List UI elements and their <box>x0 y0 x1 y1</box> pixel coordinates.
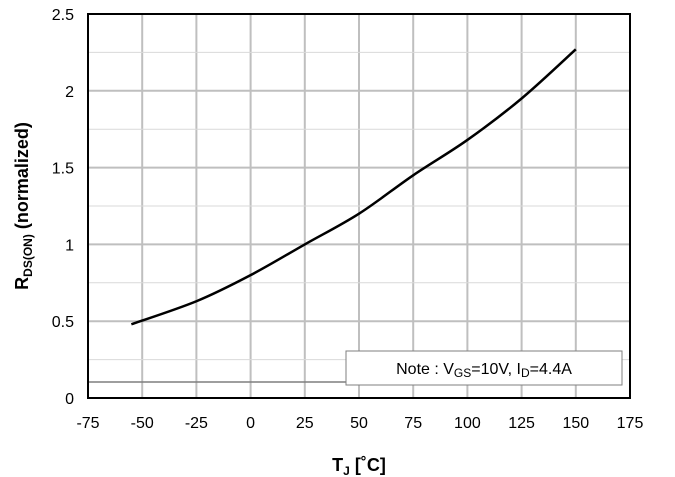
x-tick-label: 50 <box>350 415 368 432</box>
plot-frame <box>87 13 631 399</box>
note-annotation: Note : VGS=10V, ID=4.4A <box>88 350 623 386</box>
x-tick-label: 0 <box>246 415 255 432</box>
x-axis-title-unit: [˚C] <box>350 455 386 475</box>
note-prefix: Note : V <box>396 361 454 378</box>
x-tick-label: -50 <box>131 415 154 432</box>
x-axis-title: TJ [˚C] <box>332 455 386 477</box>
x-tick-label: 75 <box>404 415 422 432</box>
x-tick-label: 25 <box>296 415 314 432</box>
y-axis-title-sub: DS(ON) <box>21 234 35 277</box>
y-tick-label: 0 <box>65 391 74 408</box>
y-axis-title-rest: (normalized) <box>12 122 32 234</box>
x-axis-title-main: T <box>332 455 343 475</box>
y-tick-labels: 0 0.5 1 1.5 2 2.5 <box>52 7 74 408</box>
x-tick-label: -25 <box>185 415 208 432</box>
y-tick-label: 1 <box>65 237 74 254</box>
x-tick-label: 150 <box>562 415 589 432</box>
series-line-0 <box>130 48 577 326</box>
note-vgs-value: =10V, I <box>471 361 521 378</box>
x-tick-label: -75 <box>76 415 99 432</box>
x-tick-label: 125 <box>508 415 535 432</box>
note-id-value: =4.4A <box>530 361 573 378</box>
y-tick-label: 1.5 <box>52 161 74 178</box>
series-layer <box>130 48 577 326</box>
y-tick-label: 2 <box>65 84 74 101</box>
x-tick-label: 100 <box>454 415 481 432</box>
note-id-sub: D <box>521 366 530 380</box>
y-axis-title-main: R <box>12 277 32 290</box>
y-axis-title: RDS(ON) (normalized) <box>12 122 35 290</box>
x-axis-title-sub: J <box>343 464 350 477</box>
note-text: Note : VGS=10V, ID=4.4A <box>396 361 572 380</box>
note-vgs-sub: GS <box>454 366 471 380</box>
x-tick-labels: -75 -50 -25 0 25 50 75 100 125 150 175 <box>76 415 643 432</box>
y-tick-label: 0.5 <box>52 314 74 331</box>
note-box <box>345 350 623 386</box>
y-tick-label: 2.5 <box>52 7 74 24</box>
x-tick-label: 175 <box>617 415 644 432</box>
